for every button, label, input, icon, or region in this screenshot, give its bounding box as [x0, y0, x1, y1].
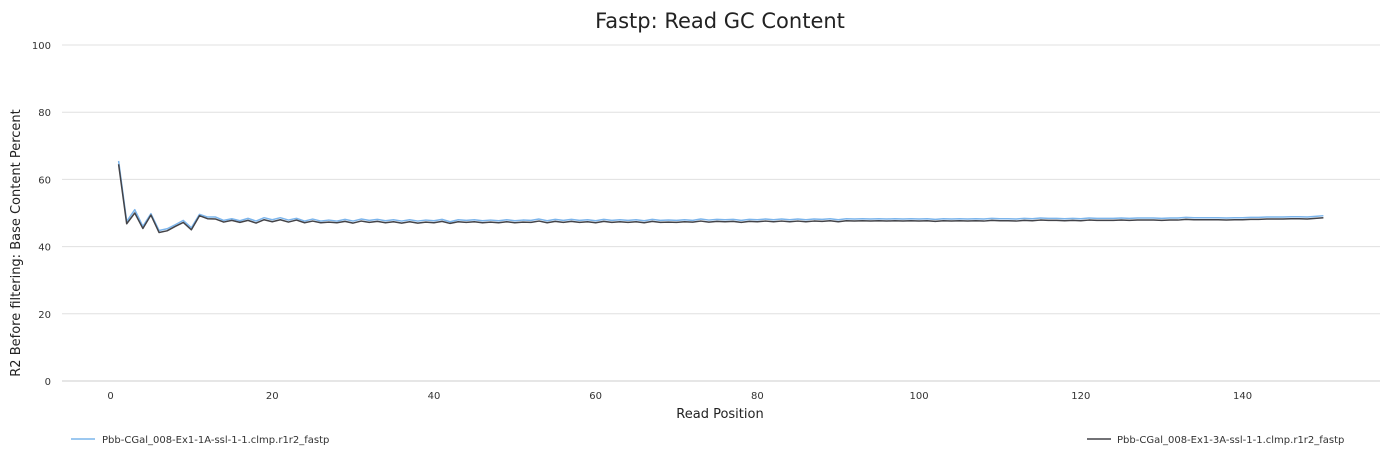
x-tick-label: 60	[589, 391, 602, 402]
gridlines	[62, 44, 1380, 315]
chart-title: Fastp: Read GC Content	[595, 9, 845, 33]
y-tick-label: 20	[38, 310, 51, 321]
y-tick-label: 0	[45, 377, 51, 388]
legend-item-1A[interactable]: Pbb-CGal_008-Ex1-1A-ssl-1-1.clmp.r1r2_fa…	[71, 435, 329, 446]
y-tick-label: 40	[38, 243, 51, 254]
legend: Pbb-CGal_008-Ex1-1A-ssl-1-1.clmp.r1r2_fa…	[71, 435, 1344, 446]
series-lines	[117, 160, 1324, 234]
series-line-1[interactable]	[117, 160, 1324, 232]
y-axis-tick-labels: 0 20 40 60 80 100	[32, 41, 51, 388]
legend-label-1A: Pbb-CGal_008-Ex1-1A-ssl-1-1.clmp.r1r2_fa…	[102, 435, 329, 446]
y-tick-label: 60	[38, 175, 51, 186]
series-line-2[interactable]	[117, 164, 1324, 234]
x-axis-tick-labels: 0 20 40 60 80 100 120 140	[107, 391, 1252, 402]
y-tick-label: 80	[38, 108, 51, 119]
x-tick-label: 40	[428, 391, 441, 402]
x-tick-label: 80	[751, 391, 764, 402]
legend-item-3A[interactable]: Pbb-CGal_008-Ex1-3A-ssl-1-1.clmp.r1r2_fa…	[1087, 435, 1344, 446]
y-axis-label: R2 Before filtering: Base Content Percen…	[9, 109, 24, 376]
x-tick-label: 120	[1071, 391, 1090, 402]
x-tick-label: 20	[266, 391, 279, 402]
x-axis-label: Read Position	[676, 407, 763, 422]
x-tick-label: 100	[910, 391, 929, 402]
x-tick-label: 0	[107, 391, 113, 402]
y-tick-label: 100	[32, 41, 51, 52]
x-tick-label: 140	[1233, 391, 1252, 402]
legend-label-3A: Pbb-CGal_008-Ex1-3A-ssl-1-1.clmp.r1r2_fa…	[1117, 435, 1344, 446]
